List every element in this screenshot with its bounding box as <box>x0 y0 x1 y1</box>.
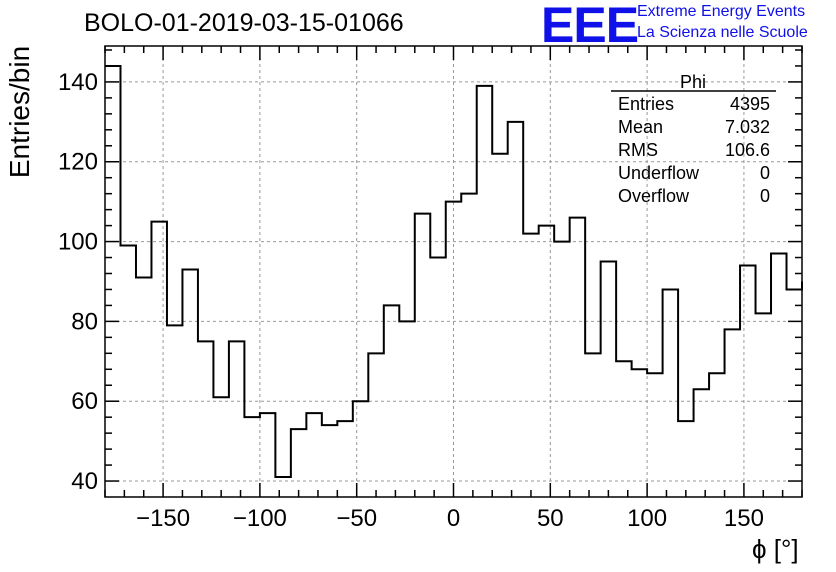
chart-title: BOLO-01-2019-03-15-01066 <box>84 9 404 37</box>
stats-mean-value: 7.032 <box>724 117 770 137</box>
x-tick-label: −100 <box>233 505 287 532</box>
stats-entries-label: Entries <box>618 94 675 114</box>
stats-title: Phi <box>680 72 707 92</box>
y-tick-label: 60 <box>71 388 98 415</box>
y-tick-label: 80 <box>71 308 98 335</box>
stats-overflow-label: Overflow <box>618 186 690 206</box>
x-tick-label: 100 <box>627 505 667 532</box>
x-tick-label: −50 <box>336 505 377 532</box>
y-axis-label-text: Entries/bin <box>4 45 35 179</box>
y-tick-label: 40 <box>71 468 98 495</box>
eee-logo: EEE <box>541 0 639 53</box>
y-tick-label: 100 <box>58 229 98 256</box>
logo-line-1: Extreme Energy Events <box>637 3 806 20</box>
stats-rms-label: RMS <box>618 140 658 160</box>
grid-lines <box>105 46 802 497</box>
stats-rms-value: 106.6 <box>724 140 770 160</box>
logo-line-2: La Scienza nelle Scuole <box>637 24 808 41</box>
stats-entries-value: 4395 <box>729 94 770 114</box>
y-tick-label: 120 <box>58 149 98 176</box>
stats-underflow-value: 0 <box>759 163 770 183</box>
y-tick-label: 140 <box>58 69 98 96</box>
stats-mean-label: Mean <box>618 117 664 137</box>
x-tick-label: 150 <box>724 505 764 532</box>
histogram-line <box>105 64 803 479</box>
x-tick-label: −150 <box>136 505 190 532</box>
x-tick-label: 50 <box>537 505 564 532</box>
stats-overflow-value: 0 <box>759 186 770 206</box>
x-axis-ticks: −150 −100 −50 0 50 100 150 <box>104 46 803 532</box>
stats-underflow-label: Underflow <box>618 163 700 183</box>
x-tick-label: 0 <box>447 505 460 532</box>
y-axis-ticks: 40 60 80 100 120 140 <box>58 49 802 495</box>
x-axis-label: ϕ [°] <box>752 534 799 564</box>
